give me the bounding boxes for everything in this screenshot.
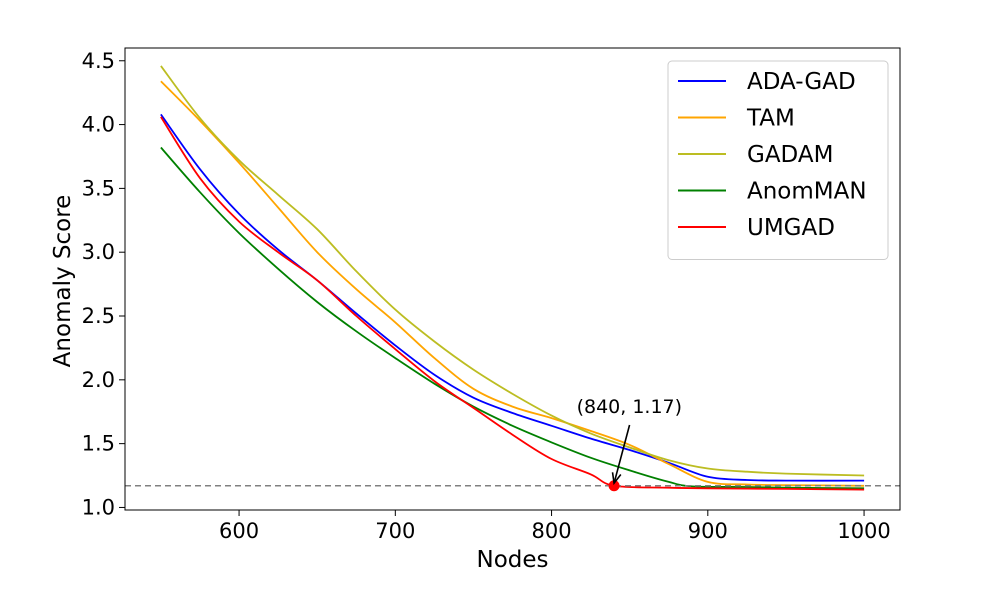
legend-box [667, 60, 889, 260]
series-line-anomman [160, 146, 865, 490]
y-tick-label: 4.0 [82, 113, 115, 137]
legend: ADA-GAD TAM GADAM AnomMAN UMGAD [667, 60, 889, 260]
y-tick-label: 4.5 [82, 49, 115, 73]
annotation-arrowhead [611, 472, 622, 486]
legend-label: ADA-GAD [747, 69, 856, 95]
annotation-label: (840, 1.17) [577, 396, 682, 418]
legend-label: AnomMAN [747, 179, 867, 205]
series-lines [160, 65, 865, 491]
plot-frame [124, 47, 901, 511]
legend-label: TAM [746, 106, 795, 132]
series-line-gadam [160, 65, 865, 477]
x-tick-label: 600 [219, 519, 259, 543]
highlight-point [608, 480, 620, 492]
markers-layer [125, 480, 900, 492]
x-tick-label: 1000 [837, 519, 890, 543]
y-tick-label: 2.0 [82, 368, 115, 392]
legend-label: GADAM [747, 142, 833, 168]
y-axis-label: Anomaly Score [50, 195, 76, 368]
x-tick-label: 700 [375, 519, 415, 543]
series-line-umgad [160, 116, 865, 491]
x-axis-label: Nodes [476, 547, 548, 573]
legend-label: UMGAD [747, 215, 835, 241]
y-tick-label: 3.5 [82, 176, 115, 200]
y-tick-label: 1.0 [82, 495, 115, 519]
x-tick-label: 800 [532, 519, 572, 543]
annotation-arrow [613, 424, 631, 484]
tick-layer: 600 700 800 900 1000 1.0 1.5 2.0 2.5 3.0 3.5 4.0 4.5 [82, 49, 891, 543]
x-tick-label: 900 [688, 519, 728, 543]
y-tick-label: 2.5 [82, 304, 115, 328]
series-line-ada-gad [160, 113, 865, 482]
y-tick-label: 1.5 [82, 432, 115, 456]
annotation-group: (840, 1.17) [577, 396, 682, 486]
series-line-tam [160, 80, 865, 487]
y-tick-label: 3.0 [82, 240, 115, 264]
